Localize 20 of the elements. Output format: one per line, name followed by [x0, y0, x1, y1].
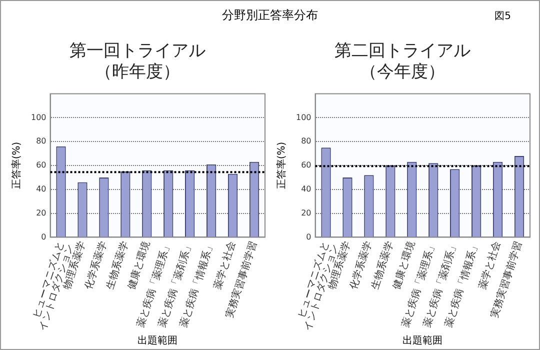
y-tick-label: 20: [36, 208, 46, 218]
y-tick-label: 80: [36, 136, 46, 146]
caption: 図5: [494, 10, 511, 23]
x-axis-title: 出題範囲: [402, 334, 442, 347]
y-tick-label: 60: [300, 160, 311, 170]
y-axis-title: 正答率(%): [275, 142, 288, 190]
y-tick-label: 0: [40, 232, 46, 242]
y-tick-label: 40: [36, 184, 46, 194]
chart-title: 第一回トライアル（昨年度）: [68, 41, 206, 84]
y-tick-label: 0: [306, 232, 311, 242]
y-tick-label: 40: [300, 184, 311, 194]
x-axis-title: 出題範囲: [137, 334, 178, 347]
y-tick-label: 100: [295, 112, 311, 122]
y-tick-label: 100: [30, 112, 46, 122]
y-tick-label: 80: [300, 136, 311, 146]
y-axis-title: 正答率(%): [10, 142, 22, 190]
text: 分野別正答率分布: [222, 8, 318, 22]
chart-title: 第二回トライアル（今年度）: [334, 41, 472, 84]
y-tick-label: 20: [300, 208, 311, 218]
y-tick-label: 60: [36, 160, 46, 170]
